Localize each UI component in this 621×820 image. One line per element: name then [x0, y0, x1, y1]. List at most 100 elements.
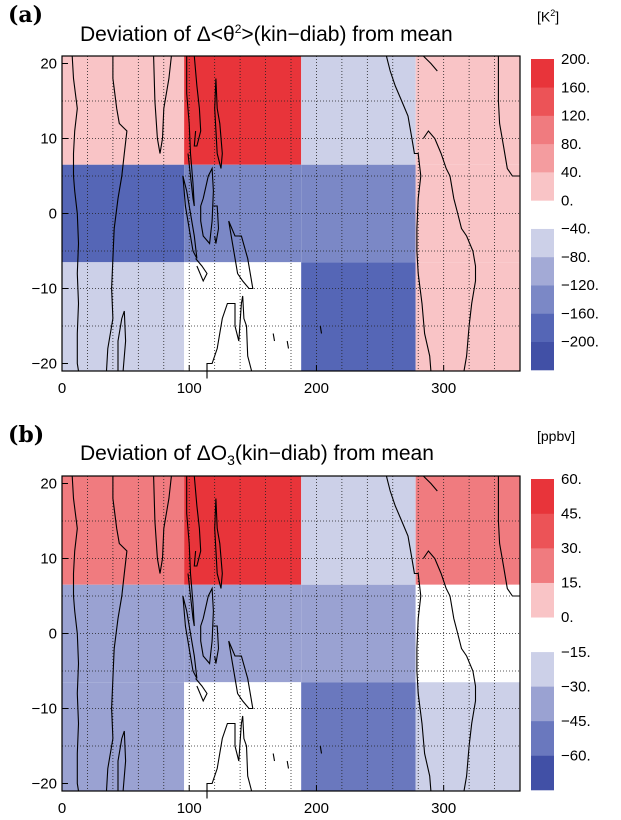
colorbar-swatch: [531, 87, 554, 116]
colorbar-swatch: [531, 256, 554, 286]
heatmap-cell: [415, 476, 520, 585]
colorbar-swatch: [531, 548, 554, 583]
coastline: [319, 745, 323, 754]
heatmap-cell: [184, 476, 302, 585]
y-tick-label: 20: [40, 56, 57, 73]
y-tick-label: −10: [32, 701, 57, 718]
colorbar-swatch: [531, 115, 554, 145]
colorbar-swatch: [531, 720, 554, 756]
coastline: [422, 550, 477, 792]
coastline: [272, 333, 276, 342]
colorbar-swatch: [531, 313, 554, 343]
coastline: [214, 78, 223, 169]
colorbar-tick-label: −30.: [561, 678, 591, 695]
colorbar-swatch: [531, 686, 554, 722]
coastline: [319, 325, 323, 334]
heatmap-cell: [62, 682, 185, 791]
coastline: [186, 476, 195, 627]
coastline: [422, 130, 477, 372]
coastline: [200, 166, 214, 245]
coastline: [286, 340, 290, 349]
coastline: [206, 715, 253, 799]
y-tick-label: 10: [40, 131, 57, 148]
colorbar-swatch: [531, 59, 554, 88]
unit-sup: 2: [550, 8, 556, 18]
y-tick-label: 0: [49, 206, 57, 223]
y-tick-label: −10: [32, 281, 57, 298]
coastline: [153, 475, 172, 574]
x-tick-label: 0: [58, 380, 66, 397]
x-tick-label: 100: [177, 380, 202, 397]
heatmap-cell: [415, 682, 520, 791]
x-tick-label: 200: [304, 380, 329, 397]
heatmap-plot-b: 0 100 200 300 −20 −10 0 10 20 −60. −45. −30. −15. 0. 1…: [32, 471, 591, 817]
coastline: [186, 56, 195, 207]
colorbar-tick-label: −160.: [561, 305, 599, 322]
colorbar-swatch: [531, 651, 554, 687]
heatmap-cell: [301, 262, 416, 371]
colorbar-tick-label: −15.: [561, 644, 591, 661]
colorbar-tick-label: −45.: [561, 713, 591, 730]
coastline: [213, 625, 220, 664]
panel-label: (a): [8, 2, 44, 28]
coastline: [213, 205, 220, 244]
colorbar-unit: [K2]: [537, 8, 559, 25]
coastline: [200, 586, 214, 665]
colorbar-tick-label: 0.: [561, 192, 574, 209]
coastline: [182, 175, 198, 259]
heatmap-cell: [62, 56, 185, 165]
heatmap-cell: [301, 476, 416, 585]
colorbar-tick-label: 120.: [561, 108, 590, 125]
y-tick-label: −20: [32, 356, 57, 373]
chart-title-sub: 3: [227, 452, 235, 469]
panel-label: (b): [8, 422, 45, 448]
coastline: [105, 476, 128, 792]
heatmap-cell: [184, 56, 302, 165]
coastline: [497, 56, 520, 177]
coastline: [497, 476, 520, 597]
colorbar-swatch: [531, 285, 554, 314]
heatmap-plot-a: 0 100 200 300 −20 −10 0 10 20 −200. −160. −120. −80.…: [32, 51, 599, 397]
colorbar-tick-label: 45.: [561, 506, 582, 523]
colorbar-tick-label: 200.: [561, 51, 590, 68]
x-tick-label: 300: [431, 800, 456, 817]
colorbar-tick-label: 60.: [561, 471, 582, 488]
colorbar-swatch: [531, 200, 554, 229]
colorbar-tick-label: 0.: [561, 609, 574, 626]
colorbar-swatch: [531, 479, 554, 514]
colorbar-swatch: [531, 172, 554, 201]
coastline: [193, 475, 202, 567]
coastline: [286, 760, 290, 769]
coastline: [195, 678, 208, 703]
colorbar-swatch: [531, 341, 554, 371]
colorbar-tick-label: −80.: [561, 249, 591, 266]
heatmap-cell: [415, 262, 520, 371]
y-tick-label: 10: [40, 551, 57, 568]
chart-title-suffix: >(kin−diab) from mean: [241, 23, 453, 46]
heatmap-cell: [62, 262, 185, 371]
coastline: [71, 55, 80, 372]
coastline: [195, 258, 208, 283]
colorbar-swatch: [531, 755, 554, 791]
coastline: [228, 220, 254, 290]
coastline: [193, 55, 202, 147]
chart-title: Deviation of ΔO3(kin−diab) from mean: [80, 442, 434, 468]
chart-title-prefix: Deviation of Δ<θ: [80, 23, 235, 46]
y-tick-label: −20: [32, 776, 57, 793]
y-tick-label: 0: [49, 626, 57, 643]
heatmap-cell: [301, 56, 416, 165]
colorbar-tick-label: −60.: [561, 747, 591, 764]
heatmap-cell: [415, 56, 520, 165]
colorbar-swatch: [531, 513, 554, 549]
coastline: [182, 595, 198, 679]
colorbar-tick-label: −200.: [561, 334, 599, 351]
coastline: [385, 55, 432, 372]
chart-title-suffix: (kin−diab) from mean: [234, 442, 434, 465]
heatmap-cell: [62, 476, 185, 585]
colorbar-tick-label: 80.: [561, 136, 582, 153]
colorbar-tick-label: −120.: [561, 277, 599, 294]
coastline: [385, 475, 432, 792]
x-tick-label: 100: [177, 800, 202, 817]
chart-title-sup: 2: [234, 22, 242, 36]
coastline: [105, 56, 128, 372]
